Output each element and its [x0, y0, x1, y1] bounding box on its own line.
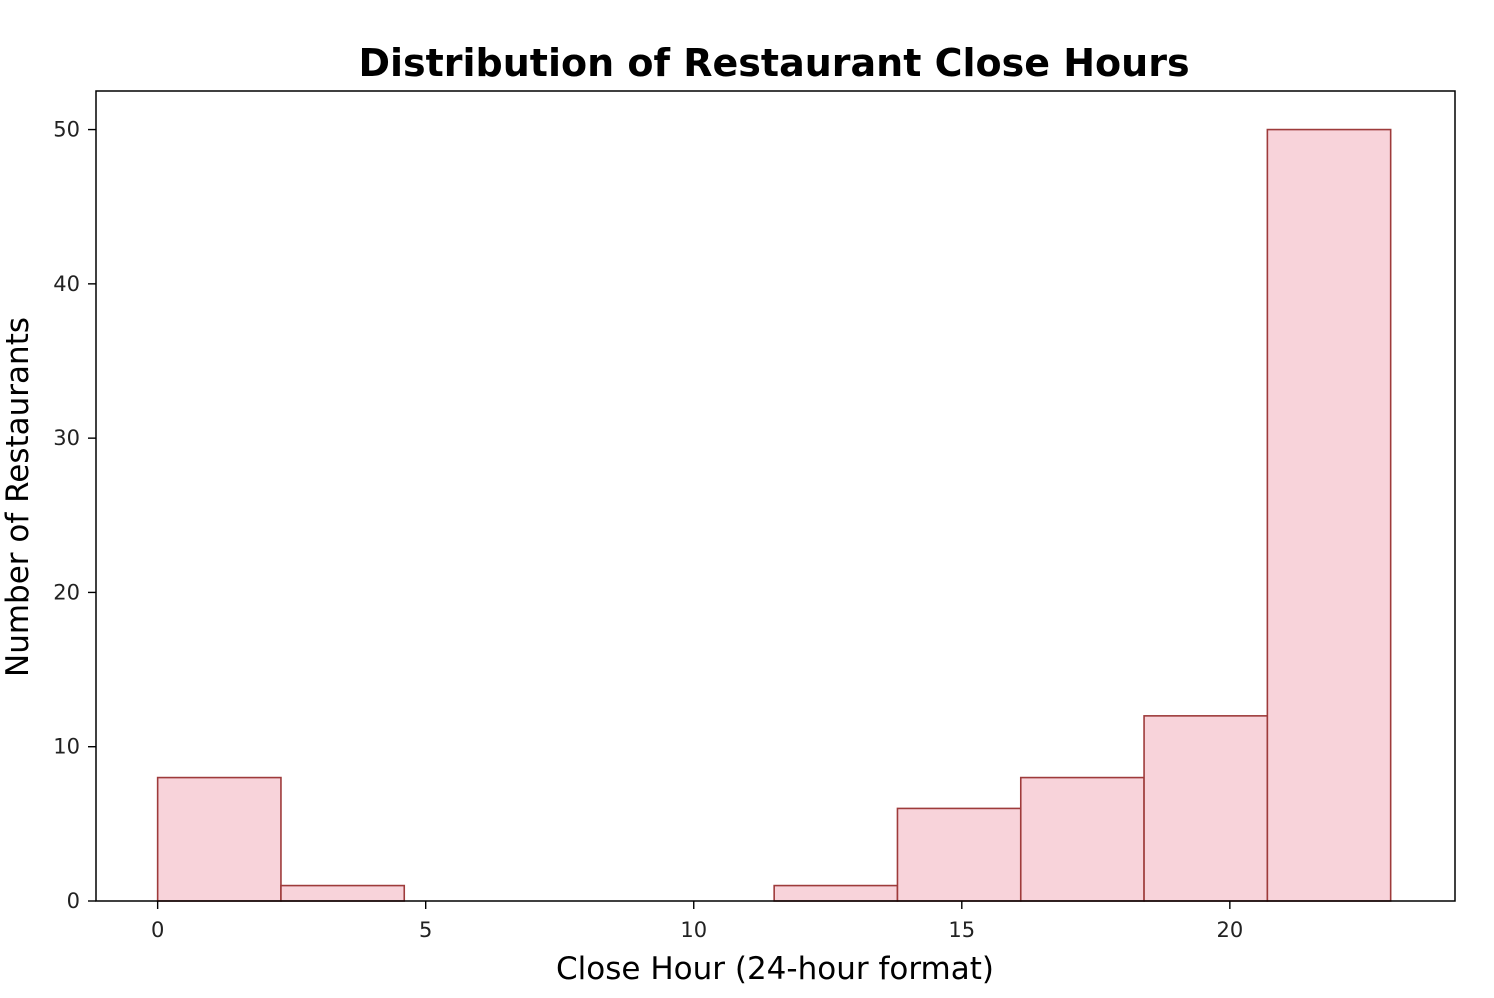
histogram-bar	[156, 776, 282, 902]
histogram-bar	[280, 884, 406, 902]
x-tick-label: 0	[151, 918, 164, 942]
x-axis: 0 5 10 15 20	[151, 901, 1243, 942]
y-tick-label: 0	[67, 889, 80, 913]
y-tick-label: 40	[53, 272, 80, 296]
histogram-bar	[1019, 776, 1145, 902]
y-tick-label: 10	[53, 735, 80, 759]
x-tick-label: 20	[1216, 918, 1243, 942]
y-axis-label: Number of Restaurants	[0, 317, 36, 677]
y-tick-label: 30	[53, 426, 80, 450]
x-tick-label: 5	[419, 918, 432, 942]
x-tick-label: 10	[680, 918, 707, 942]
y-tick-label: 20	[53, 580, 80, 604]
histogram-bar	[773, 884, 899, 902]
bars-group	[156, 128, 1392, 902]
plot-frame	[95, 90, 1456, 902]
y-axis: 0 10 20 30 40 50	[53, 118, 96, 913]
histogram-bar	[1143, 715, 1269, 902]
chart-title: Distribution of Restaurant Close Hours	[358, 41, 1189, 85]
x-axis-label: Close Hour (24-hour format)	[556, 951, 994, 987]
y-tick-label: 50	[53, 118, 80, 142]
x-tick-label: 15	[948, 918, 975, 942]
histogram-bar	[896, 807, 1022, 902]
histogram-bar	[1266, 128, 1392, 902]
